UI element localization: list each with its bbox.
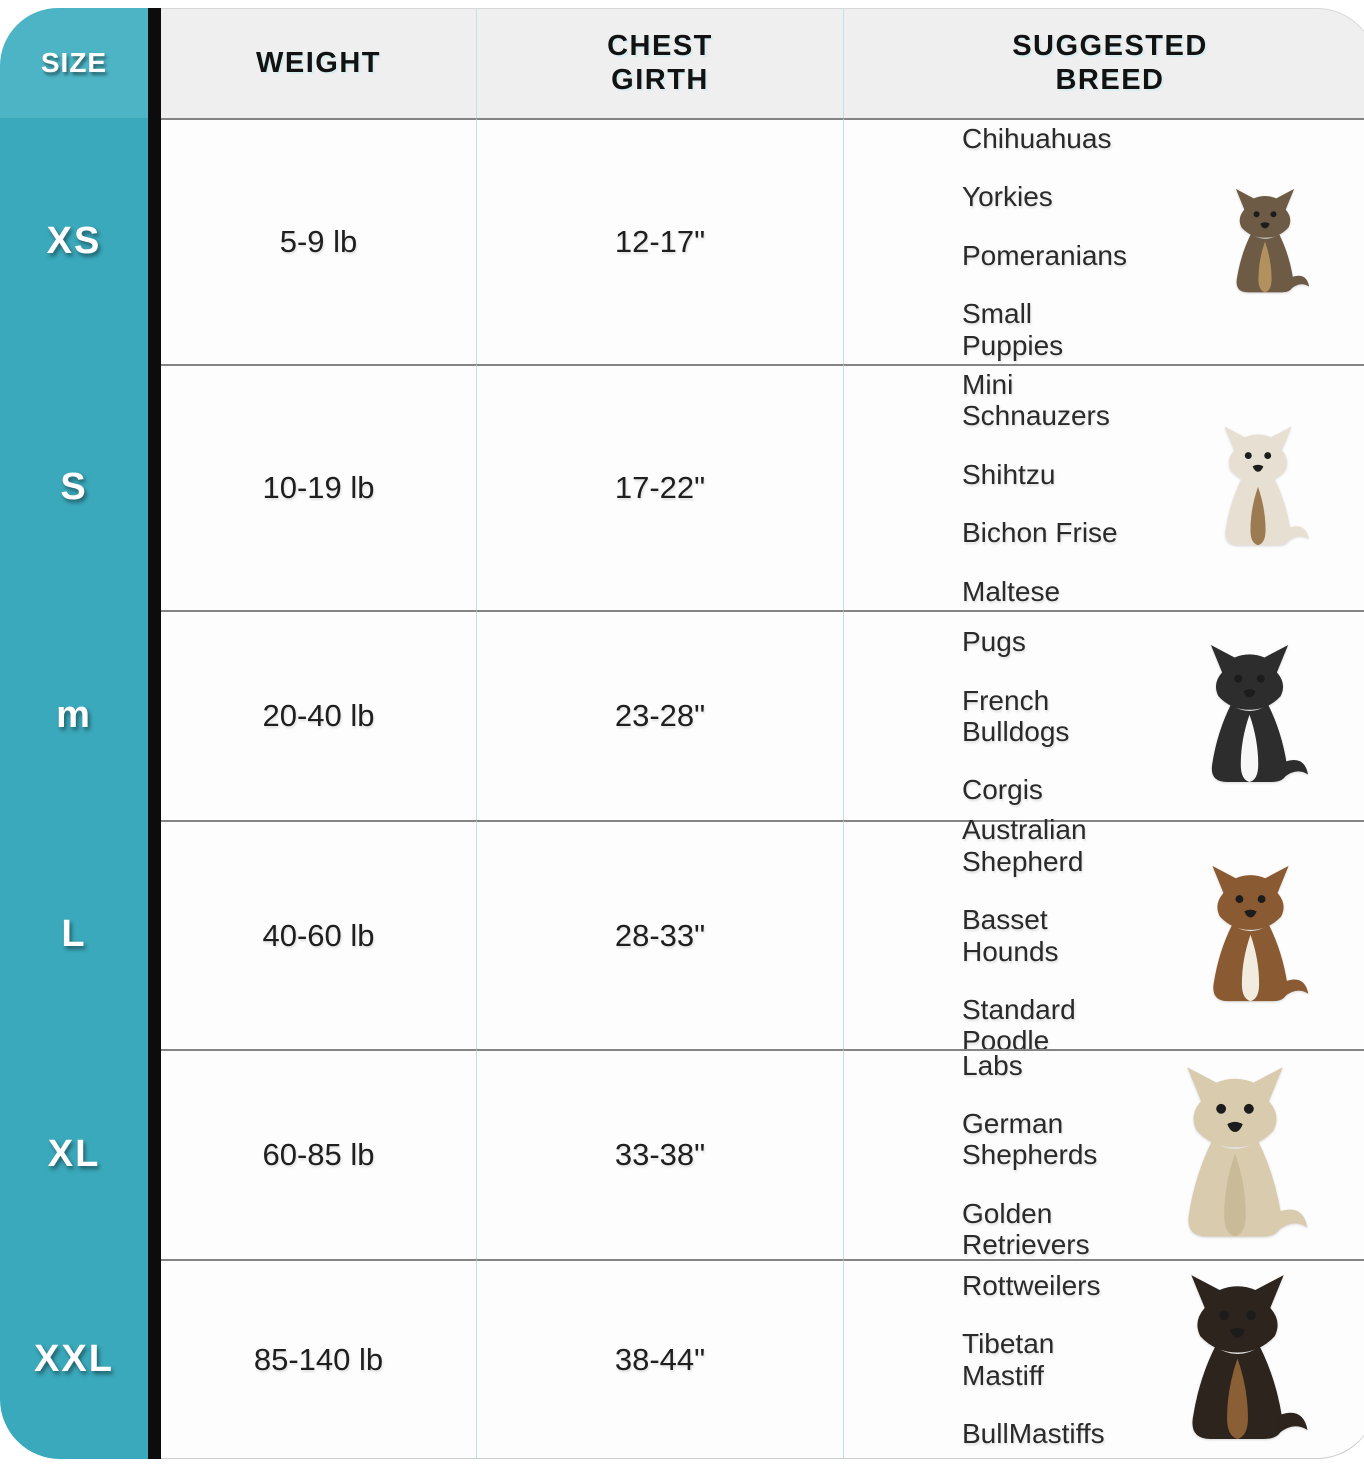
breed-cell: Australian Shepherd Basset Hounds Standard… — [844, 814, 1364, 1056]
breed-name: Pomeranians — [962, 239, 1127, 271]
breed-name: Tibetan Mastiff — [962, 1328, 1055, 1391]
breed-name: Shihtzu — [962, 458, 1056, 490]
boston-terrier-icon — [1187, 640, 1312, 792]
breed-name: Basset Hounds — [962, 904, 1059, 967]
breed-list: Rottweilers Tibetan Mastiff BullMastiffs — [962, 1270, 1158, 1449]
breed-name: Standard Poodle — [962, 993, 1076, 1057]
breed-list: Chihuahuas Yorkies Pomeranians Small Puppie… — [962, 123, 1158, 361]
weight-cell: 85-140 lb — [161, 1259, 477, 1459]
chest-girth-cell: 38-44" — [477, 1259, 844, 1459]
size-cell: XS — [0, 118, 148, 364]
breed-list: Mini Schnauzers Shihtzu Bichon Frise Maltes… — [962, 369, 1158, 607]
breed-list: Pugs French Bulldogs Corgis — [962, 626, 1158, 805]
breed-name: Bichon Frise — [962, 517, 1118, 549]
vertical-divider-bar — [148, 8, 161, 1459]
breed-name: Corgis — [962, 774, 1043, 806]
labrador-retriever-icon — [1158, 1061, 1312, 1249]
breed-name: BullMastiffs — [962, 1417, 1105, 1449]
column-header-size: SIZE — [0, 8, 148, 118]
weight-cell: 5-9 lb — [161, 118, 477, 364]
size-cell: m — [0, 610, 148, 820]
chest-girth-cell: 12-17" — [477, 118, 844, 364]
breed-cell: Pugs French Bulldogs Corgis — [844, 610, 1364, 820]
weight-cell: 40-60 lb — [161, 820, 477, 1049]
breed-name: Small Puppies — [962, 298, 1064, 361]
yorkshire-terrier-icon — [1218, 185, 1312, 300]
basset-hound-icon — [1189, 861, 1312, 1011]
breed-name: Maltese — [962, 575, 1061, 607]
size-chart-table: SIZE WEIGHT CHEST GIRTH SUGGESTED BREED … — [0, 8, 1364, 1459]
breed-name: Mini Schnauzers — [962, 369, 1110, 432]
chest-girth-cell: 28-33" — [477, 820, 844, 1049]
breed-name: German Shepherds — [962, 1107, 1098, 1171]
breed-name: Rottweilers — [962, 1269, 1101, 1301]
breed-name: Pugs — [962, 626, 1026, 658]
size-cell: XXL — [0, 1259, 148, 1459]
chest-girth-cell: 33-38" — [477, 1049, 844, 1259]
weight-cell: 20-40 lb — [161, 610, 477, 820]
column-header-suggested-breed: SUGGESTED BREED — [844, 8, 1364, 118]
breed-name: French Bulldogs — [962, 684, 1070, 747]
breed-cell: Chihuahuas Yorkies Pomeranians Small Puppie… — [844, 118, 1364, 364]
column-header-chest-girth: CHEST GIRTH — [477, 8, 844, 118]
chest-girth-cell: 17-22" — [477, 364, 844, 610]
tibetan-mastiff-icon — [1163, 1269, 1312, 1451]
column-header-suggested-breed-label: SUGGESTED BREED — [1012, 30, 1208, 96]
breed-cell: Rottweilers Tibetan Mastiff BullMastiffs — [844, 1259, 1364, 1459]
size-cell: L — [0, 820, 148, 1049]
breed-name: Golden Retrievers — [962, 1197, 1090, 1261]
column-header-size-label: SIZE — [40, 47, 108, 78]
breed-name: Chihuahuas — [962, 123, 1112, 155]
breed-list: Labs German Shepherds Golden Retrievers — [962, 1050, 1158, 1261]
column-header-weight: WEIGHT — [161, 8, 477, 118]
breed-name: Labs — [962, 1049, 1023, 1081]
breed-cell: Mini Schnauzers Shihtzu Bichon Frise Maltes… — [844, 364, 1364, 610]
column-header-chest-girth-label: CHEST GIRTH — [607, 30, 713, 96]
weight-cell: 10-19 lb — [161, 364, 477, 610]
column-header-weight-label: WEIGHT — [256, 46, 381, 79]
size-cell: S — [0, 364, 148, 610]
breed-name: Australian Shepherd — [962, 814, 1087, 877]
breed-name: Yorkies — [962, 181, 1053, 213]
breed-list: Australian Shepherd Basset Hounds Standard… — [962, 814, 1158, 1056]
weight-cell: 60-85 lb — [161, 1049, 477, 1259]
chest-girth-cell: 23-28" — [477, 610, 844, 820]
shih-tzu-icon — [1204, 422, 1312, 554]
breed-cell: Labs German Shepherds Golden Retrievers — [844, 1049, 1364, 1261]
size-cell: XL — [0, 1049, 148, 1259]
